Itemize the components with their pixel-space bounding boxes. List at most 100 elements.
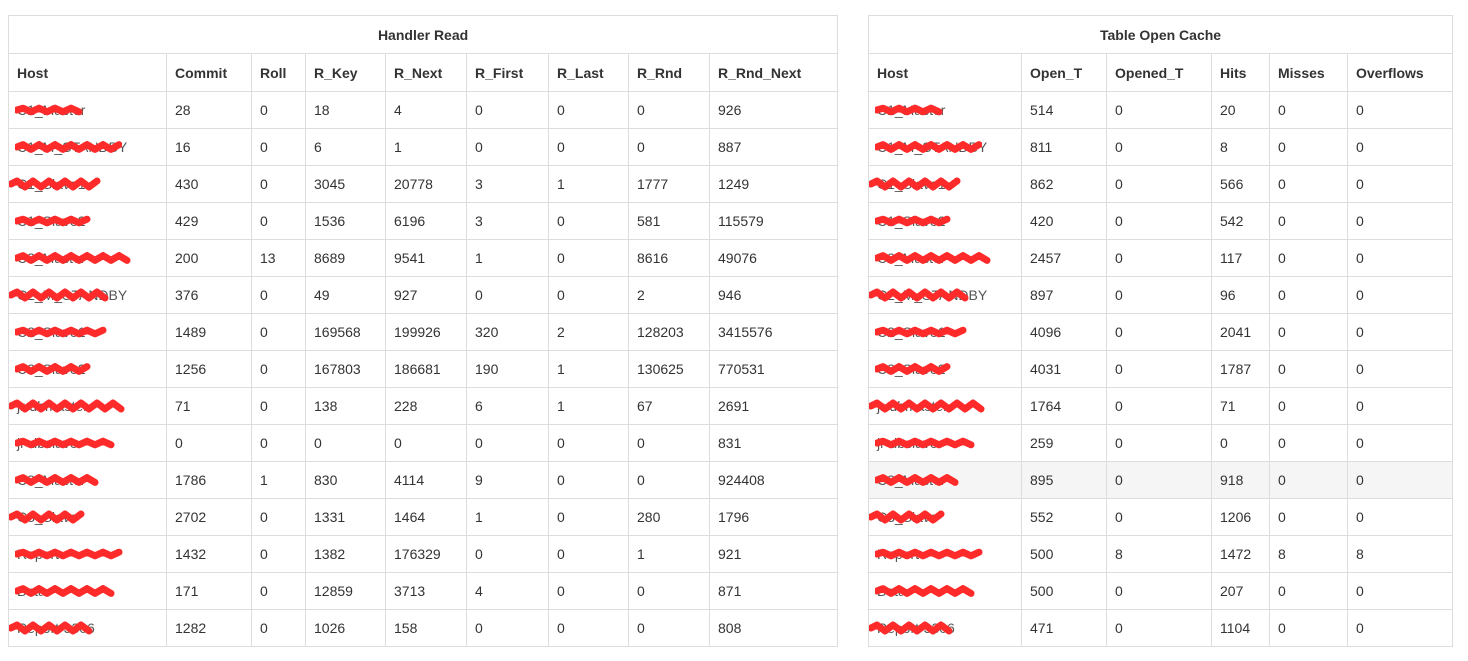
open-cache-cell-hits: 1472 <box>1211 535 1270 573</box>
open-cache-cell-opened-t: 0 <box>1106 424 1212 462</box>
host-name: C1_Master <box>877 102 946 118</box>
open-cache-cell-open-t: 2457 <box>1021 239 1107 277</box>
host-name: C1_Slave1 <box>877 176 946 192</box>
handler-read-header-r-last[interactable]: R_Last <box>548 53 629 92</box>
handler-read-cell-commit: 1432 <box>166 535 252 573</box>
handler-read-cell-roll: 0 <box>251 202 306 240</box>
open-cache-header-open-t[interactable]: Open_T <box>1021 53 1107 92</box>
handler-read-cell-r-last: 1 <box>548 165 629 203</box>
host-cell: C3_Master <box>868 461 1022 499</box>
host-name: jr-dbslave <box>17 435 78 451</box>
handler-read-cell-commit: 0 <box>166 424 252 462</box>
handler-read-cell-r-next: 0 <box>385 424 467 462</box>
handler-read-cell-r-rnd-next: 2691 <box>708 387 839 425</box>
handler-read-cell-r-last: 0 <box>548 202 629 240</box>
handler-read-cell-r-rnd: 67 <box>628 387 710 425</box>
host-name: Beta <box>17 583 46 599</box>
host-cell: C2_Slave1 <box>8 313 167 351</box>
open-cache-header-misses[interactable]: Misses <box>1269 53 1348 92</box>
handler-read-cell-r-rnd: 1777 <box>628 165 710 203</box>
handler-read-cell-r-first: 4 <box>466 572 549 610</box>
open-cache-cell-hits: 542 <box>1211 202 1270 240</box>
handler-read-header-r-next[interactable]: R_Next <box>385 53 467 92</box>
open-cache-cell-opened-t: 0 <box>1106 498 1212 536</box>
table-row: C3_Slave 2702 0 1331 1464 1 0 280 1796 <box>8 498 839 536</box>
open-cache-cell-hits: 918 <box>1211 461 1270 499</box>
host-cell: Beta <box>868 572 1022 610</box>
open-cache-header-host[interactable]: Host <box>868 53 1022 92</box>
host-cell: jr-dbslave <box>8 424 167 462</box>
handler-read-header-r-key[interactable]: R_Key <box>305 53 386 92</box>
open-cache-header-overflows[interactable]: Overflows <box>1346 53 1454 92</box>
handler-read-cell-roll: 0 <box>251 572 306 610</box>
handler-read-header-roll[interactable]: Roll <box>251 53 306 92</box>
open-cache-cell-hits: 20 <box>1211 91 1270 129</box>
handler-read-cell-r-first: 1 <box>466 239 549 277</box>
open-cache-header-hits[interactable]: Hits <box>1211 53 1270 92</box>
host-cell: Report-3306 <box>868 609 1022 647</box>
host-cell: Report <box>8 535 167 573</box>
table-row: Beta 171 0 12859 3713 4 0 0 871 <box>8 572 839 610</box>
handler-read-cell-r-next: 1464 <box>385 498 467 536</box>
open-cache-cell-hits: 1787 <box>1211 350 1270 388</box>
handler-read-cell-commit: 2702 <box>166 498 252 536</box>
handler-read-cell-r-last: 1 <box>548 387 629 425</box>
open-cache-cell-overflows: 0 <box>1346 276 1454 314</box>
handler-read-cell-r-key: 830 <box>305 461 386 499</box>
open-cache-cell-opened-t: 0 <box>1106 350 1212 388</box>
open-cache-cell-open-t: 862 <box>1021 165 1107 203</box>
table-row: C1_Slave1 862 0 566 0 0 <box>868 165 1454 203</box>
handler-read-header-r-rnd-next[interactable]: R_Rnd_Next <box>708 53 839 92</box>
open-cache-cell-overflows: 0 <box>1346 424 1454 462</box>
open-cache-cell-opened-t: 0 <box>1106 609 1212 647</box>
handler-read-cell-r-last: 1 <box>548 350 629 388</box>
handler-read-cell-roll: 0 <box>251 91 306 129</box>
handler-read-cell-r-first: 190 <box>466 350 549 388</box>
handler-read-cell-commit: 200 <box>166 239 252 277</box>
handler-read-cell-r-rnd-next: 770531 <box>708 350 839 388</box>
table-row: C2_M_STANDBY 897 0 96 0 0 <box>868 276 1454 314</box>
table-row: C2_Slave1 1489 0 169568 199926 320 2 128203 3415… <box>8 313 839 351</box>
handler-read-cell-commit: 71 <box>166 387 252 425</box>
host-name: jr-dbslave <box>877 435 938 451</box>
table-row: C2_Master 2457 0 117 0 0 <box>868 239 1454 277</box>
handler-read-cell-r-key: 167803 <box>305 350 386 388</box>
handler-read-cell-r-rnd: 1 <box>628 535 710 573</box>
handler-read-header-r-rnd[interactable]: R_Rnd <box>628 53 710 92</box>
handler-read-header-commit[interactable]: Commit <box>166 53 252 92</box>
open-cache-cell-hits: 2041 <box>1211 313 1270 351</box>
handler-read-cell-r-next: 186681 <box>385 350 467 388</box>
handler-read-cell-r-last: 0 <box>548 276 629 314</box>
handler-read-cell-r-rnd: 2 <box>628 276 710 314</box>
open-cache-cell-open-t: 895 <box>1021 461 1107 499</box>
handler-read-cell-r-rnd-next: 3415576 <box>708 313 839 351</box>
host-name: C1_M_STANDBY <box>17 139 128 155</box>
table-row: Beta 500 0 207 0 0 <box>868 572 1454 610</box>
table-open-cache-panel: Table Open Cache Host Open_T Opened_T Hits M… <box>867 15 1454 647</box>
open-cache-cell-overflows: 0 <box>1346 498 1454 536</box>
open-cache-cell-overflows: 0 <box>1346 387 1454 425</box>
handler-read-cell-r-last: 0 <box>548 424 629 462</box>
handler-read-cell-commit: 1282 <box>166 609 252 647</box>
handler-read-cell-r-first: 0 <box>466 128 549 166</box>
handler-read-cell-r-key: 0 <box>305 424 386 462</box>
open-cache-cell-opened-t: 0 <box>1106 202 1212 240</box>
handler-read-header-host[interactable]: Host <box>8 53 167 92</box>
host-cell: Report-3306 <box>8 609 167 647</box>
handler-read-header-r-first[interactable]: R_First <box>466 53 549 92</box>
open-cache-cell-misses: 0 <box>1269 91 1348 129</box>
handler-read-cell-roll: 0 <box>251 165 306 203</box>
open-cache-cell-overflows: 0 <box>1346 461 1454 499</box>
open-cache-header-opened-t[interactable]: Opened_T <box>1106 53 1212 92</box>
handler-read-cell-r-last: 0 <box>548 609 629 647</box>
handler-read-cell-r-rnd: 128203 <box>628 313 710 351</box>
open-cache-cell-misses: 0 <box>1269 387 1348 425</box>
handler-read-cell-r-next: 158 <box>385 609 467 647</box>
handler-read-cell-r-key: 1026 <box>305 609 386 647</box>
handler-read-cell-roll: 0 <box>251 276 306 314</box>
handler-read-cell-roll: 13 <box>251 239 306 277</box>
table-row: C1_M_STANDBY 811 0 8 0 0 <box>868 128 1454 166</box>
open-cache-cell-opened-t: 0 <box>1106 165 1212 203</box>
handler-read-cell-r-first: 6 <box>466 387 549 425</box>
handler-read-cell-r-first: 0 <box>466 609 549 647</box>
